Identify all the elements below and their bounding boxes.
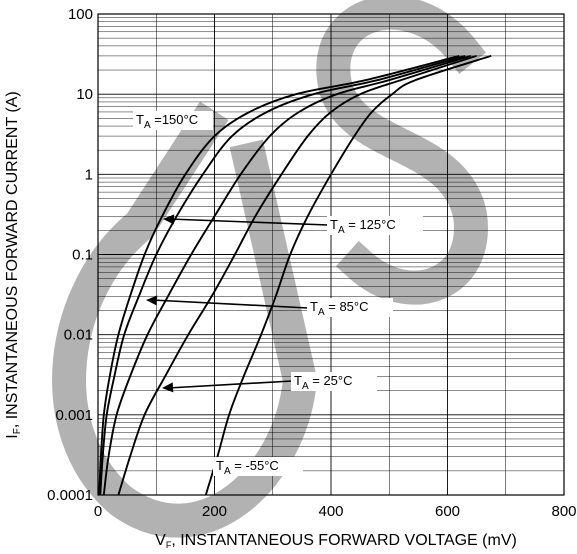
- annotation-text-0: =150°C: [151, 112, 198, 127]
- annotations: TA =150°CTA = 125°CTA = 85°CTA = 25°CTA …: [133, 111, 423, 477]
- annotation-sub-1: A: [338, 225, 345, 236]
- annotation-sub-0: A: [144, 120, 151, 131]
- annotation-sub-3: A: [302, 381, 309, 392]
- annotation-label-1: TA = 125°C: [330, 217, 396, 236]
- annotation-bg-4: [213, 457, 303, 476]
- annotation-leader-2: [151, 299, 309, 309]
- annotation-symbol-0: T: [136, 112, 144, 127]
- y-tick-label: 10: [76, 86, 93, 103]
- annotation-symbol-1: T: [330, 217, 338, 232]
- series-line-1: [99, 54, 466, 496]
- y-tick-label: 0.001: [55, 407, 93, 424]
- annotation-bg-2: [307, 298, 393, 317]
- annotation-symbol-4: T: [216, 458, 224, 473]
- annotation-text-1: = 125°C: [345, 217, 396, 232]
- annotation-label-2: TA = 85°C: [310, 299, 369, 318]
- y-tick-label: 0.1: [72, 247, 93, 264]
- annotation-sub-4: A: [224, 466, 231, 477]
- watermark: [52, 0, 488, 538]
- x-axis-title: VF, INSTANTANEOUS FORWARD VOLTAGE (mV): [155, 532, 517, 550]
- y-tick-label: 0.01: [64, 327, 93, 344]
- x-tick-label: 400: [318, 503, 343, 520]
- series-group: [98, 54, 492, 496]
- annotation-leader-3: [167, 380, 293, 389]
- annotation-bg-0: [133, 111, 213, 130]
- plot-frame: [97, 13, 565, 496]
- annotation-text-3: = 25°C: [309, 373, 353, 388]
- annotation-label-0: TA =150°C: [136, 112, 198, 131]
- y-axis-title-rest: , INSTANTANEOUS FORWARD CURRENT (A): [4, 91, 21, 428]
- annotation-leader-1: [168, 218, 329, 226]
- annotation-bg-1: [327, 216, 423, 235]
- x-axis-title-sub: F: [166, 540, 172, 550]
- annotation-symbol-2: T: [310, 299, 318, 314]
- series-line-3: [117, 54, 477, 496]
- annotation-arrowhead-1: [163, 214, 175, 225]
- annotation-text-4: = -55°C: [231, 458, 279, 473]
- y-axis-title-symbol: I: [4, 434, 21, 438]
- series-line-4: [204, 54, 492, 496]
- x-axis-ticks: 0 200 400 600 800: [94, 503, 577, 520]
- x-tick-label: 200: [202, 503, 227, 520]
- annotation-text-2: = 85°C: [325, 299, 369, 314]
- annotation-label-3: TA = 25°C: [294, 373, 353, 392]
- y-axis-title: IF, INSTANTANEOUS FORWARD CURRENT (A): [4, 91, 23, 438]
- y-tick-label: 1: [85, 166, 93, 183]
- annotation-arrowhead-3: [162, 382, 174, 393]
- x-tick-label: 800: [551, 503, 576, 520]
- annotation-bg-3: [291, 372, 377, 391]
- watermark-letter-s: [316, 0, 488, 305]
- series-line-0: [98, 54, 460, 496]
- y-tick-label: 100: [68, 6, 93, 23]
- x-axis-title-symbol: V: [155, 532, 166, 549]
- series-line-2: [102, 54, 472, 496]
- annotation-symbol-3: T: [294, 373, 302, 388]
- y-tick-label: 0.0001: [47, 487, 93, 504]
- annotation-arrowhead-2: [146, 295, 158, 306]
- x-axis-title-rest: , INSTANTANEOUS FORWARD VOLTAGE (mV): [171, 532, 517, 549]
- x-tick-label: 600: [435, 503, 460, 520]
- y-axis-ticks: 0.0001 0.001 0.01 0.1 1 10 100: [47, 6, 93, 504]
- y-axis-title-sub: F: [12, 428, 23, 434]
- annotation-sub-2: A: [318, 307, 325, 318]
- grid: [97, 13, 565, 496]
- x-tick-label: 0: [94, 503, 102, 520]
- annotation-label-4: TA = -55°C: [216, 458, 279, 477]
